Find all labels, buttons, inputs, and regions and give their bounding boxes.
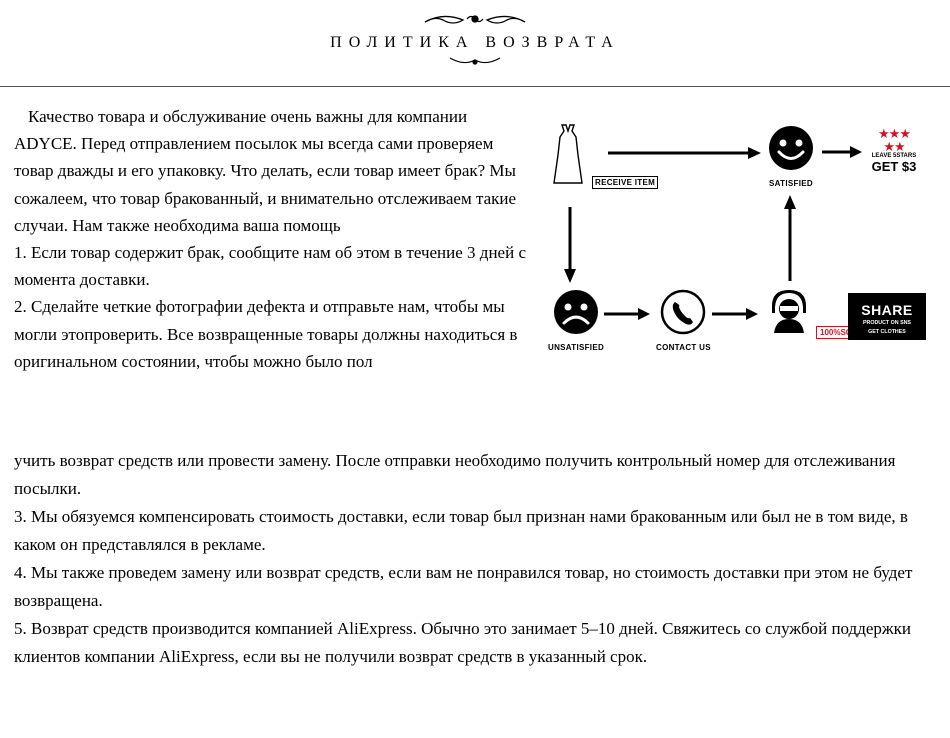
phone-icon (660, 289, 706, 335)
share-sub-1: PRODUCT ON SNS (853, 320, 921, 327)
node-stars-reward: ★★★★★ LEAVE 5STARS GET $3 (866, 127, 922, 174)
share-title: SHARE (853, 302, 921, 318)
point-5: 5. Возврат средств производится компание… (14, 615, 936, 671)
unsatisfied-label: UNSATISFIED (548, 343, 604, 352)
stars-icon: ★★★★★ (866, 127, 922, 153)
node-receive-item: RECEIVE ITEM (548, 123, 658, 190)
node-unsatisfied: UNSATISFIED (548, 289, 604, 352)
intro-paragraph: Качество товара и обслуживание очень важ… (14, 103, 534, 239)
zigzag-icon (853, 295, 921, 301)
satisfied-label: SATISFIED (768, 179, 814, 188)
point-3: 3. Мы обязуемся компенсировать стоимость… (14, 503, 936, 559)
share-sub-2: GET CLOTHES (853, 329, 921, 336)
arrow-right-4 (710, 307, 758, 321)
page-title: ПОЛИТИКА ВОЗВРАТА (0, 34, 950, 52)
node-contact-us: CONTACT US (656, 289, 711, 352)
receive-label: RECEIVE ITEM (592, 176, 658, 189)
ornament-bottom-icon (440, 54, 510, 68)
point-2a: 2. Сделайте четкие фотографии дефекта и … (14, 293, 534, 375)
dress-icon (548, 123, 588, 185)
text-column-left: Качество товара и обслуживание очень важ… (14, 103, 534, 433)
point-2b: учить возврат средств или провести замен… (14, 447, 936, 503)
arrow-right-2 (820, 145, 862, 159)
node-share: SHARE PRODUCT ON SNS GET CLOTHES (848, 293, 926, 340)
node-satisfied: SATISFIED (768, 125, 814, 188)
point-4: 4. Мы также проведем замену или возврат … (14, 559, 936, 615)
share-badge: SHARE PRODUCT ON SNS GET CLOTHES (848, 293, 926, 340)
sad-icon (553, 289, 599, 335)
ornament-top-icon (415, 8, 535, 30)
flow-diagram: RECEIVE ITEM SATISFIED (548, 103, 936, 433)
arrow-right-3 (602, 307, 650, 321)
content-area: Качество товара и обслуживание очень важ… (0, 103, 950, 691)
header-divider (0, 86, 950, 87)
contact-label: CONTACT US (656, 343, 711, 352)
point-1: 1. Если товар содержит брак, сообщите на… (14, 239, 534, 293)
smile-icon (768, 125, 814, 171)
page-header: ПОЛИТИКА ВОЗВРАТА (0, 0, 950, 80)
text-column-bottom: учить возврат средств или провести замен… (14, 447, 936, 671)
get-amount-label: GET $3 (866, 159, 922, 174)
support-agent-icon (766, 289, 812, 335)
arrow-down-1 (562, 205, 578, 283)
arrow-up-1 (782, 195, 798, 283)
